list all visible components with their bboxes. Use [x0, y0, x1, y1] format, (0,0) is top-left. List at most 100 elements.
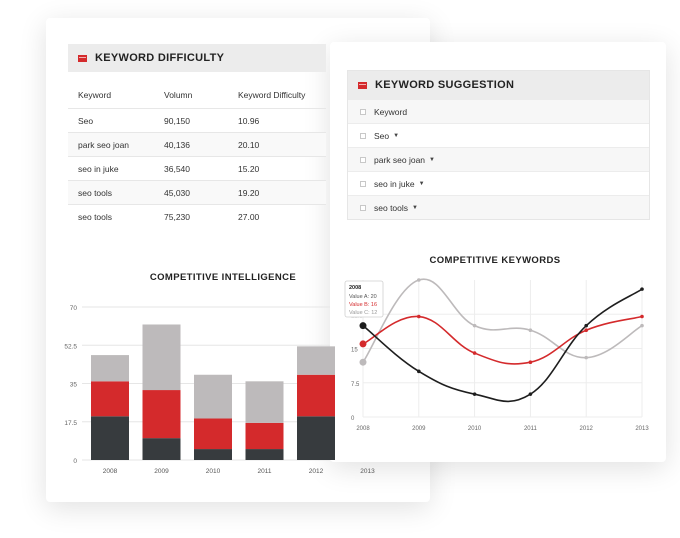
- table-row[interactable]: Seo 90,150 10.96: [68, 108, 326, 133]
- x-tick-label: 2013: [635, 426, 649, 432]
- keyword-difficulty-table: Keyword Volumn Keyword Difficulty Seo 90…: [68, 82, 326, 229]
- y-tick-label: 0: [351, 416, 355, 422]
- row-checkbox[interactable]: [360, 156, 366, 163]
- tooltip-title: 2008: [349, 285, 361, 291]
- x-tick-label: 2011: [524, 426, 538, 432]
- keyword-difficulty-title: KEYWORD DIFFICULTY: [95, 52, 225, 64]
- keyword-suggestion-title: KEYWORD SUGGESTION: [375, 79, 515, 91]
- keyword-difficulty-panel: KEYWORD DIFFICULTY Keyword Volumn Keywor…: [68, 44, 326, 229]
- x-tick-label: 2009: [412, 426, 426, 432]
- table-header-row: Keyword Volumn Keyword Difficulty: [68, 82, 326, 109]
- y-tick-label: 70: [70, 305, 78, 312]
- data-point: [528, 360, 533, 365]
- keyword-suggestion-header-row[interactable]: Keyword: [348, 99, 649, 123]
- list-item[interactable]: park seo joan ▼: [348, 147, 649, 171]
- data-point: [640, 314, 644, 319]
- cell-volume: 36,540: [154, 156, 228, 181]
- data-point: [640, 323, 644, 328]
- data-point: [417, 314, 421, 319]
- chevron-down-icon[interactable]: ▼: [429, 156, 435, 163]
- bar-segment-dark: [142, 438, 181, 460]
- row-checkbox[interactable]: [360, 180, 366, 187]
- row-checkbox[interactable]: [360, 204, 366, 211]
- table-row[interactable]: seo tools 45,030 19.20: [68, 180, 326, 205]
- x-tick-label: 2008: [356, 426, 370, 432]
- x-tick-label: 2008: [103, 468, 118, 475]
- cell-difficulty: 10.96: [228, 108, 326, 133]
- table-row[interactable]: seo tools 75,230 27.00: [68, 204, 326, 229]
- data-point: [472, 323, 477, 328]
- bar-segment-dark: [194, 449, 232, 460]
- bar-segment-red: [91, 381, 129, 417]
- keyword-column-label: Keyword: [374, 106, 408, 117]
- data-point: [528, 392, 533, 396]
- x-tick-label: 2012: [309, 468, 324, 475]
- bar-segment-grey: [245, 381, 284, 423]
- y-tick-label: 52.5: [64, 343, 77, 350]
- select-all-checkbox[interactable]: [360, 108, 366, 115]
- cell-volume: 45,030: [154, 180, 228, 205]
- data-point: [417, 278, 421, 282]
- chevron-down-icon[interactable]: ▼: [393, 132, 400, 139]
- x-tick-label: 2010: [468, 426, 482, 432]
- x-tick-label: 2011: [258, 468, 272, 475]
- list-item[interactable]: seo tools ▼: [348, 195, 649, 219]
- x-tick-label: 2012: [580, 426, 594, 432]
- x-tick-label: 2010: [206, 468, 221, 475]
- bar-segment-red: [142, 390, 181, 439]
- tooltip-line: Value B: 16: [349, 302, 377, 308]
- competitive-keywords-title: COMPETITIVE KEYWORDS: [429, 255, 561, 266]
- data-point: [359, 322, 367, 330]
- suggestion-label: Seo: [374, 130, 390, 141]
- cell-difficulty: 27.00: [228, 204, 326, 229]
- bar-segment-red: [297, 374, 335, 417]
- cell-volume: 90,150: [154, 108, 228, 133]
- bar-segment-grey: [297, 346, 335, 375]
- chevron-down-icon[interactable]: ▼: [412, 204, 418, 211]
- data-point: [417, 369, 421, 374]
- flag-icon: [78, 54, 87, 62]
- bar-segment-dark: [245, 449, 284, 460]
- series-line: [362, 315, 643, 365]
- cell-volume: 75,230: [154, 204, 228, 229]
- y-tick-label: 35: [70, 382, 78, 389]
- column-header-volume[interactable]: Volumn: [164, 90, 193, 100]
- keyword-difficulty-header: KEYWORD DIFFICULTY: [68, 44, 326, 72]
- data-point: [472, 351, 477, 355]
- cell-keyword: seo in juke: [68, 156, 154, 181]
- bar-segment-dark: [297, 416, 335, 460]
- x-tick-label: 2013: [360, 468, 375, 475]
- column-header-difficulty[interactable]: Keyword Difficulty: [238, 90, 306, 100]
- chart-tooltip: 2008 Value A: 20 Value B: 16 Value C: 12: [344, 280, 384, 318]
- bar-segment-grey: [91, 355, 129, 382]
- column-header-keyword[interactable]: Keyword: [78, 90, 112, 100]
- bar-segment-grey: [194, 374, 232, 419]
- y-tick-label: 15: [351, 348, 358, 354]
- bar-segment-grey: [142, 324, 181, 391]
- table-row[interactable]: seo in juke 36,540 15.20: [68, 156, 326, 181]
- cell-keyword: seo tools: [68, 180, 154, 205]
- cell-volume: 40,136: [154, 132, 228, 157]
- series-line: [362, 288, 643, 403]
- bar-segment-red: [245, 422, 284, 450]
- y-tick-label: 17.5: [64, 420, 77, 427]
- keyword-suggestion-header: KEYWORD SUGGESTION: [348, 71, 649, 99]
- cell-difficulty: 19.20: [228, 180, 326, 205]
- tooltip-box: [344, 280, 384, 318]
- cell-difficulty: 20.10: [228, 132, 326, 157]
- cell-keyword: Seo: [68, 108, 154, 133]
- data-point: [359, 358, 367, 366]
- row-checkbox[interactable]: [360, 132, 366, 139]
- keyword-suggestion-panel: KEYWORD SUGGESTION Keyword Seo ▼ park se…: [347, 70, 650, 220]
- tooltip-line: Value A: 20: [349, 294, 377, 300]
- chevron-down-icon[interactable]: ▼: [418, 180, 425, 187]
- tooltip-line: Value C: 12: [349, 310, 377, 316]
- data-point: [640, 287, 644, 291]
- list-item[interactable]: Seo ▼: [348, 123, 649, 147]
- table-row[interactable]: park seo joan 40,136 20.10: [68, 132, 326, 157]
- list-item[interactable]: seo in juke ▼: [348, 171, 649, 195]
- series-line: [362, 278, 643, 363]
- suggestion-label: seo in juke: [374, 178, 415, 189]
